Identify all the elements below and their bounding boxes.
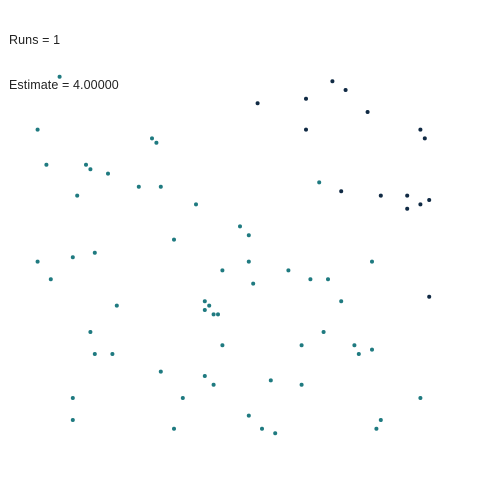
- scatter-point: [308, 277, 313, 282]
- scatter-point: [57, 74, 62, 79]
- scatter-point: [405, 193, 410, 198]
- scatter-point: [286, 268, 291, 273]
- scatter-point: [370, 259, 374, 264]
- scatter-point: [330, 79, 335, 84]
- scatter-point: [246, 259, 251, 264]
- scatter-point: [44, 162, 49, 167]
- scatter-point: [299, 343, 304, 348]
- scatter-point: [343, 88, 348, 92]
- simulation-readout: Runs = 1 Estimate = 4.00000: [9, 3, 119, 108]
- scatter-point: [150, 136, 154, 141]
- scatter-point: [405, 206, 410, 211]
- estimate-value: Estimate = 4.00000: [9, 78, 119, 92]
- scatter-point: [202, 374, 207, 378]
- scatter-point: [304, 127, 308, 132]
- runs-counter: Runs = 1: [9, 33, 61, 47]
- scatter-point: [339, 189, 344, 194]
- scatter-point: [216, 312, 220, 317]
- scatter-point: [268, 378, 273, 383]
- scatter-point: [238, 224, 242, 229]
- scatter-point: [158, 369, 163, 374]
- scatter-point: [194, 202, 198, 207]
- scatter-point: [172, 237, 176, 242]
- scatter-point: [158, 184, 163, 189]
- scatter-point: [365, 110, 370, 114]
- scatter-point: [211, 382, 216, 387]
- scatter-point: [356, 352, 361, 356]
- scatter-point: [260, 426, 264, 431]
- scatter-point: [180, 396, 185, 400]
- scatter-point: [427, 294, 432, 299]
- scatter-point: [106, 171, 110, 176]
- scatter-point: [326, 277, 330, 282]
- scatter-point: [92, 250, 97, 255]
- scatter-point: [110, 352, 115, 356]
- scatter-point: [154, 140, 159, 145]
- scatter-point: [418, 396, 423, 400]
- scatter-point: [352, 343, 357, 348]
- scatter-point: [378, 418, 383, 422]
- scatter-point: [35, 259, 40, 264]
- scatter-point: [88, 167, 93, 172]
- scatter-point: [211, 312, 216, 317]
- scatter-point: [75, 193, 80, 198]
- scatter-point: [246, 413, 251, 418]
- scatter-point: [299, 382, 304, 387]
- scatter-point: [172, 426, 176, 431]
- scatter-point: [370, 347, 374, 352]
- scatter-point: [220, 343, 225, 348]
- scatter-point: [202, 308, 207, 312]
- scatter-point: [255, 101, 260, 106]
- scatter-point: [422, 136, 427, 141]
- scatter-point: [35, 127, 40, 132]
- scatter-point: [339, 299, 344, 304]
- scatter-point: [70, 396, 75, 400]
- scatter-point: [321, 330, 326, 334]
- scatter-point: [220, 268, 225, 273]
- scatter-point: [317, 180, 322, 185]
- scatter-point: [88, 330, 93, 334]
- scatter-point: [246, 233, 251, 238]
- scatter-point: [378, 193, 383, 198]
- scatter-point: [48, 277, 53, 282]
- scatter-point: [136, 184, 141, 189]
- scatter-point: [418, 127, 423, 132]
- scatter-point: [114, 303, 119, 308]
- scatter-point: [374, 426, 379, 431]
- scatter-point: [273, 431, 278, 436]
- scatter-point: [70, 255, 75, 260]
- scatter-point: [418, 202, 423, 207]
- scatter-point: [207, 303, 212, 308]
- scatter-point: [84, 162, 88, 167]
- scatter-point: [304, 96, 308, 101]
- scatter-point: [202, 299, 207, 304]
- scatter-point: [251, 281, 256, 286]
- scatter-point: [427, 198, 432, 202]
- scatter-point: [70, 418, 75, 422]
- scatter-point: [92, 352, 97, 356]
